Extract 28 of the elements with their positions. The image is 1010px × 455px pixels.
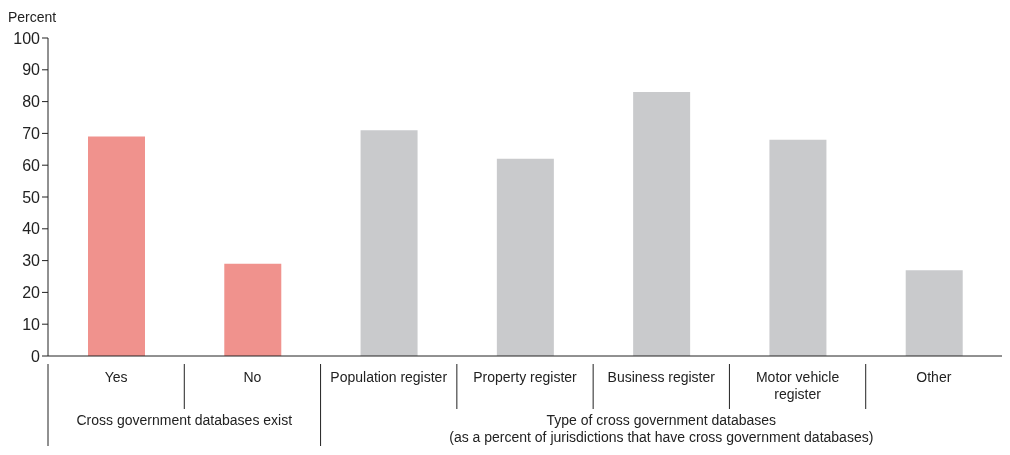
y-tick-label: 80 <box>22 93 41 111</box>
bar <box>496 158 554 356</box>
y-tick-label: 50 <box>22 188 41 206</box>
x-tick-label: Motor vehicle register <box>755 369 840 402</box>
y-tick-label: 0 <box>31 347 41 365</box>
x-tick-label: No <box>243 369 262 385</box>
bar <box>88 136 145 356</box>
bar <box>360 130 418 356</box>
bar <box>224 263 282 356</box>
bar <box>633 92 691 356</box>
y-tick-label: 30 <box>22 252 41 270</box>
y-tick-label: 100 <box>13 29 41 47</box>
y-tick-label: 60 <box>22 156 41 174</box>
x-tick-label: Property register <box>473 369 578 385</box>
y-tick-label: 10 <box>22 315 41 333</box>
text: Type of cross government databases (as a percent of jurisdictions that have cross government databases) <box>449 412 874 445</box>
y-tick-label: 90 <box>22 61 41 79</box>
x-tick-label: Yes <box>104 369 128 385</box>
x-tick-label: Population register <box>330 369 448 385</box>
text: Cross government databases exist <box>76 412 293 428</box>
x-tick-label: Other <box>916 369 952 385</box>
y-tick-label: 40 <box>22 220 41 238</box>
y-tick-label: 70 <box>22 125 41 143</box>
y-tick-label: 20 <box>22 284 41 302</box>
bar <box>769 139 827 356</box>
bar <box>905 270 963 356</box>
x-tick-label: Business register <box>607 369 716 385</box>
y-axis-title: Percent <box>8 9 57 25</box>
